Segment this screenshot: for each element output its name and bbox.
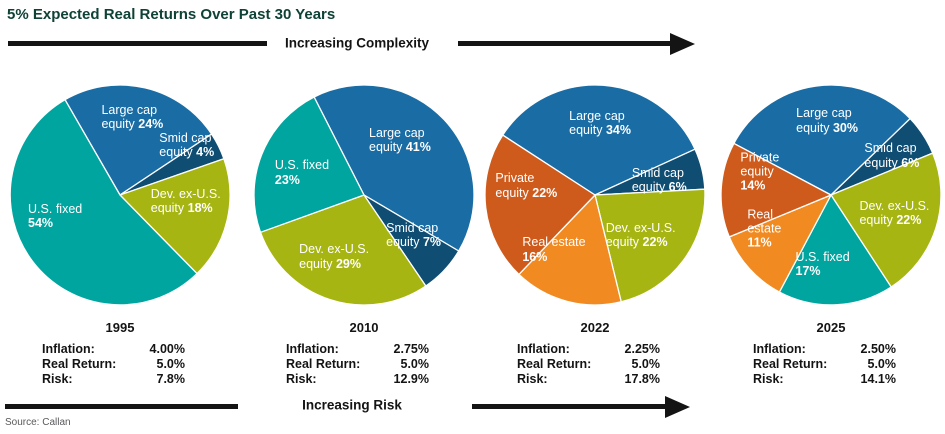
stat-label: Risk:	[286, 372, 317, 386]
arrow-head-icon	[665, 395, 690, 418]
page-title: 5% Expected Real Returns Over Past 30 Ye…	[7, 6, 336, 23]
stat-value: 14.1%	[860, 372, 896, 386]
stat-label: Real Return:	[517, 357, 592, 371]
stat-value: 12.9%	[393, 372, 429, 386]
pie-svg	[484, 84, 706, 306]
pie-svg	[253, 84, 475, 306]
slice-label-large-cap-equity: Large cap equity 34%	[569, 108, 631, 137]
slice-label-smid-cap-equity: Smid cap equity 4%	[159, 130, 215, 159]
slice-label-real-estate: Real estate 11%	[747, 207, 782, 251]
stat-value: 5.0%	[400, 357, 430, 371]
arrow-line-segment	[472, 404, 666, 409]
slice-label-dev-ex-u-s-equity: Dev. ex-U.S. equity 22%	[605, 220, 676, 249]
stat-row-risk: Risk: 17.8%	[517, 372, 660, 386]
pie-slice-real-estate	[518, 194, 622, 306]
arrow-line-segment	[8, 41, 267, 46]
stat-value: 2.50%	[860, 342, 896, 356]
stat-label: Risk:	[517, 372, 548, 386]
stat-value: 5.0%	[631, 357, 661, 371]
slice-label-large-cap-equity: Large cap equity 24%	[101, 102, 164, 131]
stat-value: 4.00%	[149, 342, 185, 356]
stat-row-risk: Risk: 12.9%	[286, 372, 429, 386]
pie-slice-dev-ex-u-s-equity	[259, 194, 427, 306]
pie-slice-dev-ex-u-s-equity	[119, 158, 231, 275]
stat-row-inflation: Inflation: 2.75%	[286, 342, 429, 356]
pie-slice-u-s-fixed	[9, 99, 198, 306]
pie-slice-large-cap-equity	[733, 84, 911, 196]
pie-svg	[9, 84, 231, 306]
pie-chart-1995: Large cap equity 24% Smid cap equity 4% Dev.…	[5, 80, 235, 434]
increasing-complexity-label: Increasing Complexity	[284, 35, 430, 51]
arrow-line-segment	[458, 41, 672, 46]
pie-slice-private-equity	[720, 142, 832, 238]
stat-row-risk: Risk: 7.8%	[42, 372, 185, 386]
slice-label-dev-ex-u-s-equity: Dev. ex-U.S. equity 29%	[299, 242, 370, 271]
slice-label-smid-cap-equity: Smid cap equity 7%	[386, 220, 442, 250]
year-label: 2025	[816, 320, 846, 335]
pie-slice-u-s-fixed	[778, 194, 892, 306]
arrow-head-icon	[670, 32, 695, 55]
pie-slice-dev-ex-u-s-equity	[830, 152, 942, 288]
stat-label: Risk:	[42, 372, 73, 386]
pie-slice-u-s-fixed	[253, 96, 365, 233]
pie-slice-large-cap-equity	[64, 84, 213, 196]
slice-label-dev-ex-u-s-equity: Dev. ex-U.S. equity 18%	[150, 186, 221, 215]
stat-row-risk: Risk: 14.1%	[753, 372, 896, 386]
source-note: Source: Callan	[5, 417, 71, 428]
arrow-line-segment	[5, 404, 238, 409]
slice-label-smid-cap-equity: Smid cap equity 6%	[631, 165, 687, 195]
stat-label: Real Return:	[753, 357, 828, 371]
stat-value: 7.8%	[156, 372, 186, 386]
stat-value: 5.0%	[867, 357, 897, 371]
slice-label-dev-ex-u-s-equity: Dev. ex-U.S. equity 22%	[859, 198, 930, 228]
year-label: 2010	[349, 320, 379, 335]
pie-slice-large-cap-equity	[313, 84, 475, 252]
pie-slice-private-equity	[484, 134, 596, 276]
slice-label-real-estate: Real estate 16%	[522, 235, 586, 264]
slice-label-large-cap-equity: Large cap equity 30%	[796, 106, 859, 135]
stat-label: Inflation:	[286, 342, 339, 356]
slice-label-private-equity: Private equity 22%	[495, 171, 558, 200]
stat-row-inflation: Inflation: 2.25%	[517, 342, 660, 356]
stat-label: Inflation:	[42, 342, 95, 356]
pie-slice-dev-ex-u-s-equity	[594, 188, 706, 303]
pie-chart-2010: Large cap equity 41% Smid cap equity 7% Dev.…	[249, 80, 479, 434]
pie-slice-large-cap-equity	[502, 84, 696, 196]
stat-label: Inflation:	[753, 342, 806, 356]
stat-label: Real Return:	[42, 357, 117, 371]
pie-chart-2025: Large cap equity 30% Smid cap equity 6% Dev.…	[716, 80, 945, 434]
stat-value: 2.25%	[624, 342, 660, 356]
increasing-risk-label: Increasing Risk	[302, 397, 402, 413]
stat-row-real-return: Real Return: 5.0%	[753, 357, 896, 371]
slice-label-large-cap-equity: Large cap equity 41%	[369, 125, 431, 154]
slice-label-smid-cap-equity: Smid cap equity 6%	[864, 141, 920, 170]
slice-label-private-equity: Private equity 14%	[740, 150, 780, 194]
stat-label: Inflation:	[517, 342, 570, 356]
stat-value: 17.8%	[624, 372, 660, 386]
stat-label: Real Return:	[286, 357, 361, 371]
slice-label-u-s-fixed: U.S. fixed 54%	[28, 201, 83, 231]
year-label: 2022	[580, 320, 610, 335]
stat-value: 5.0%	[156, 357, 186, 371]
stat-row-inflation: Inflation: 2.50%	[753, 342, 896, 356]
stat-value: 2.75%	[393, 342, 429, 356]
pie-chart-2022: Large cap equity 34% Smid cap equity 6% Dev.…	[480, 80, 710, 434]
year-label: 1995	[105, 320, 135, 335]
stat-row-inflation: Inflation: 4.00%	[42, 342, 185, 356]
stat-row-real-return: Real Return: 5.0%	[42, 357, 185, 371]
stat-row-real-return: Real Return: 5.0%	[286, 357, 429, 371]
pie-svg	[720, 84, 942, 306]
stat-row-real-return: Real Return: 5.0%	[517, 357, 660, 371]
stat-label: Risk:	[753, 372, 784, 386]
pie-slice-real-estate	[728, 194, 832, 293]
slice-label-u-s-fixed: U.S. fixed 17%	[795, 249, 850, 278]
slice-label-u-s-fixed: U.S. fixed 23%	[274, 158, 330, 187]
